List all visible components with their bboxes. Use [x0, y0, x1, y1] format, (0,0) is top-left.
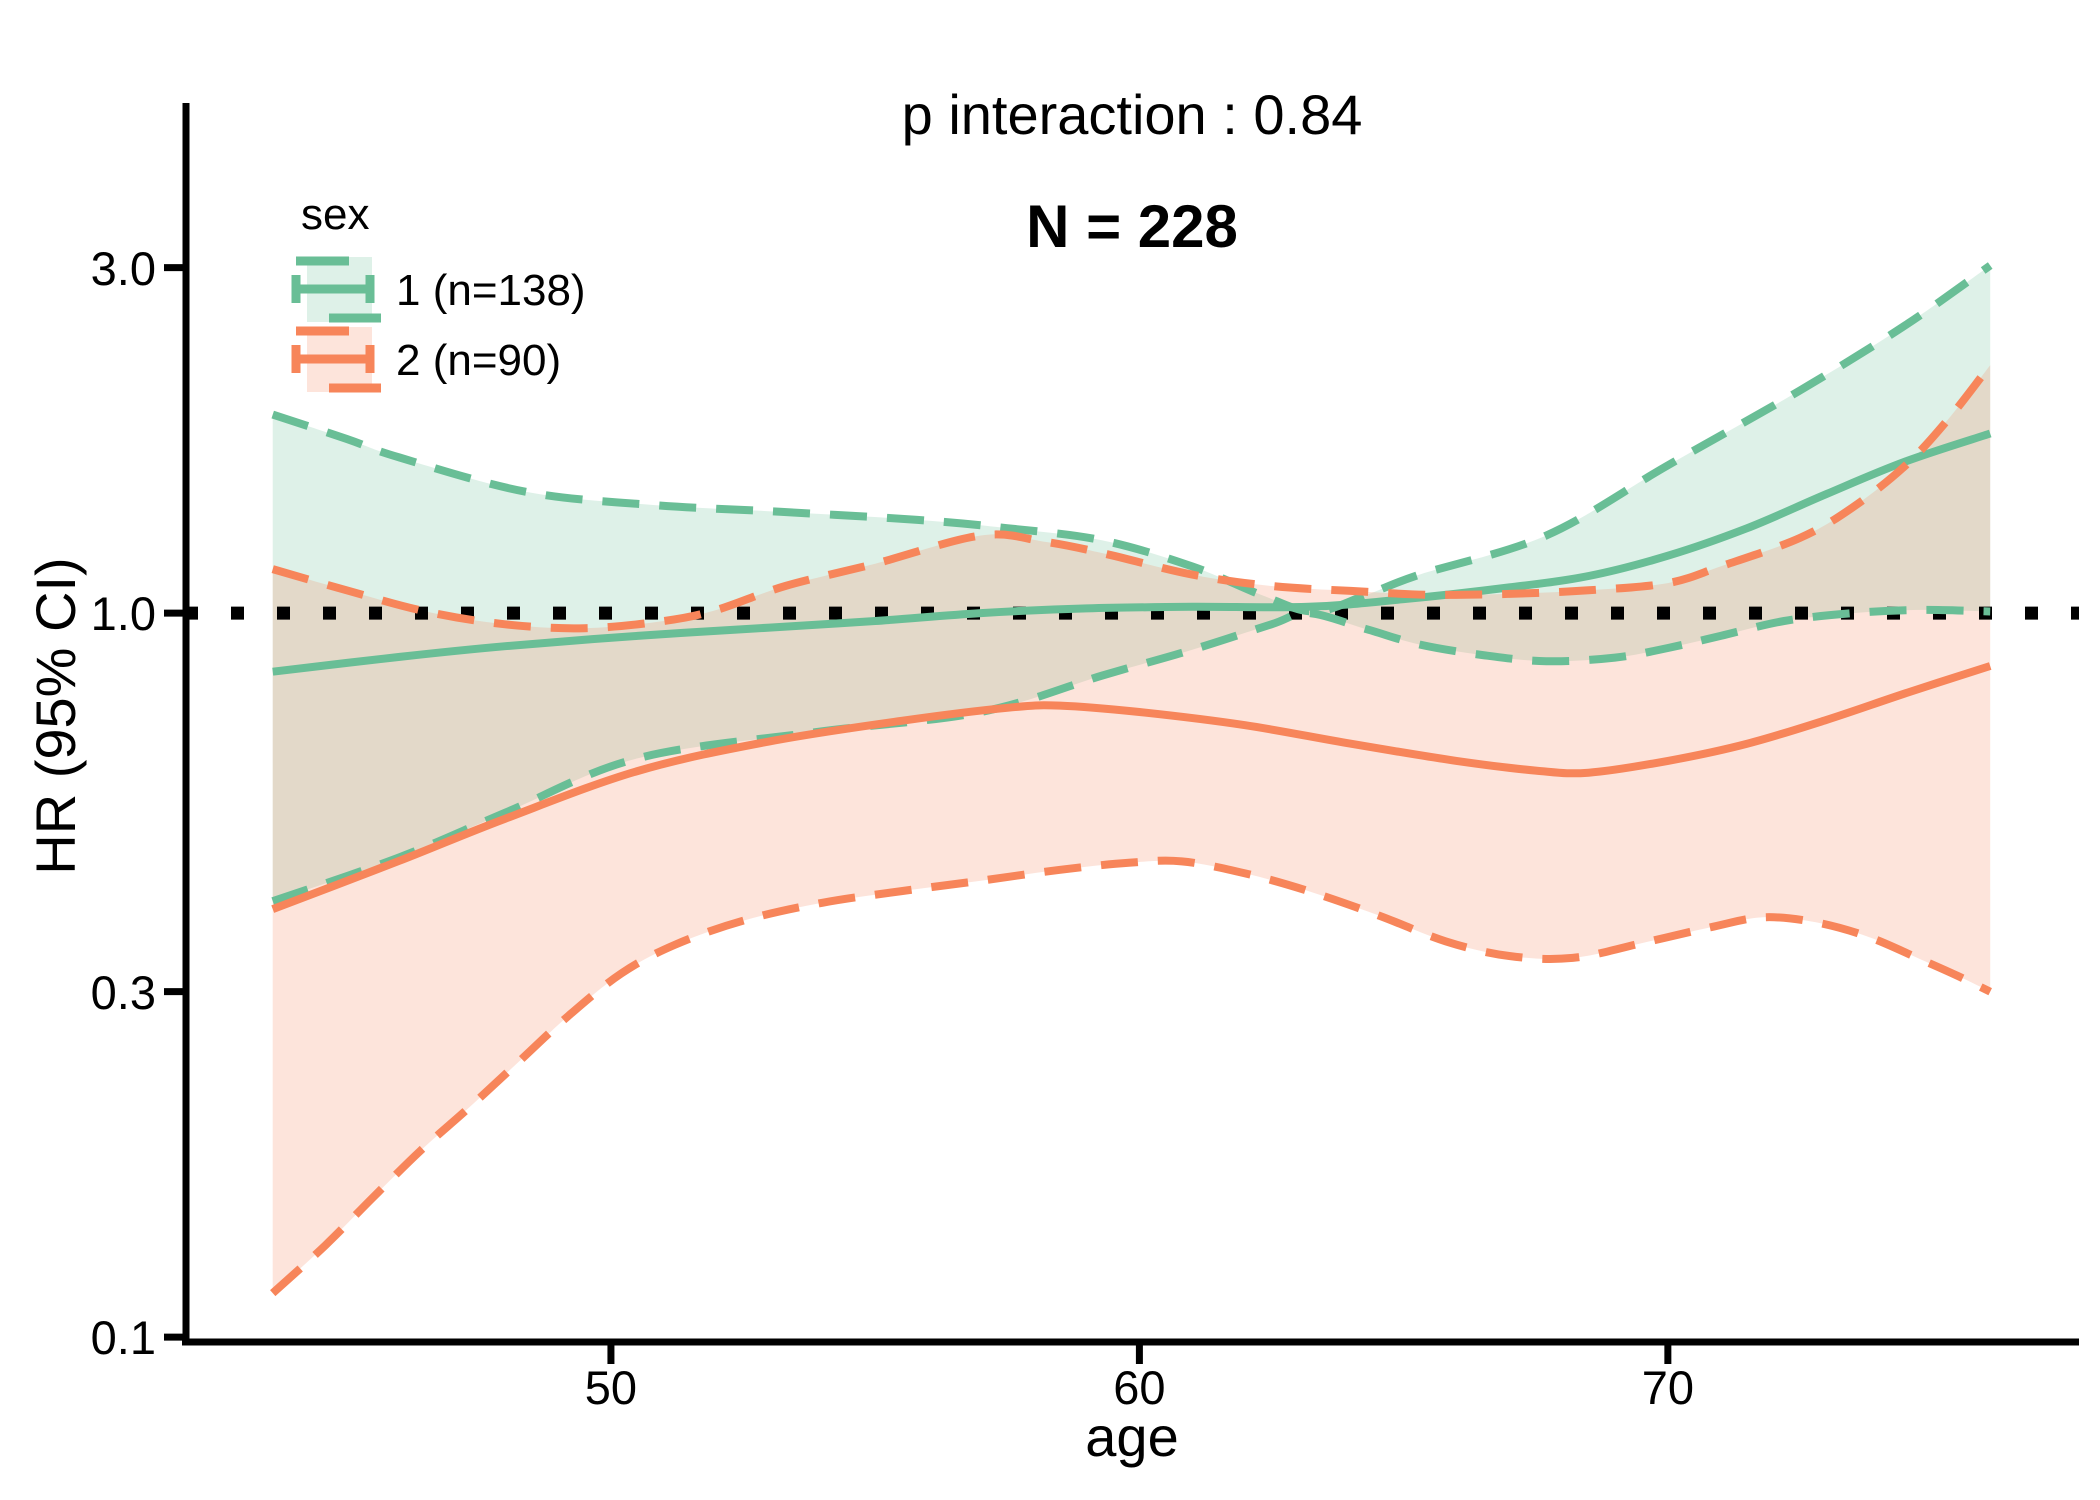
- legend-label-sex1: 1 (n=138): [396, 266, 586, 315]
- sample-size-annotation: N = 228: [1026, 193, 1238, 260]
- curve-sex2-lower-ci: [270, 856, 1992, 1297]
- curve-sex1-estimate: [272, 429, 1992, 676]
- legend-key-errorbar: [291, 345, 375, 373]
- y-tick-label: 3.0: [90, 241, 156, 295]
- y-tick-label: 1.0: [90, 587, 156, 641]
- legend-key-sex2: [291, 326, 381, 393]
- x-axis-title: age: [1085, 1405, 1179, 1468]
- y-tick-label: 0.1: [90, 1311, 156, 1365]
- legend-key-sex1: [291, 256, 381, 323]
- x-tick-label: 70: [1641, 1361, 1694, 1414]
- x-tick-label: 60: [1113, 1361, 1166, 1414]
- x-tick-label: 50: [584, 1361, 638, 1414]
- y-tick-label: 0.3: [90, 965, 156, 1019]
- curve-sex2-upper-ci: [271, 362, 1994, 633]
- legend-key-errorbar: [291, 275, 375, 303]
- curve-sex1-upper-ci: [271, 262, 1993, 616]
- curve-sex2-estimate: [271, 662, 1992, 913]
- plot-title: p interaction : 0.84: [901, 83, 1363, 146]
- ci-ribbon-sex2: [272, 365, 1991, 1294]
- legend-label-sex2: 2 (n=90): [396, 336, 562, 385]
- legend-title: sex: [301, 190, 370, 239]
